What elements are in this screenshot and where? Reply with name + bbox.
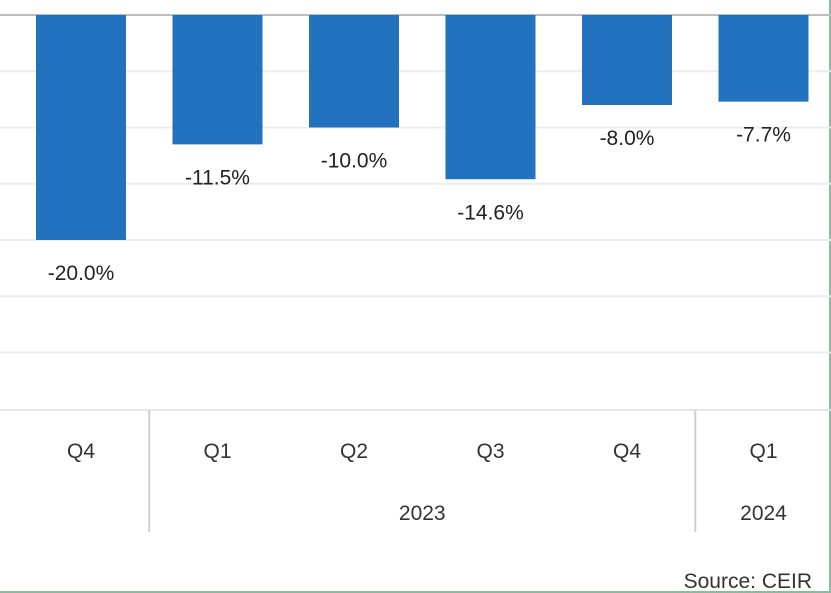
category-label: Q3 [476, 440, 504, 463]
gridlines [0, 70, 831, 354]
bar [582, 15, 672, 105]
data-label: -8.0% [600, 127, 655, 150]
bar [36, 15, 126, 240]
group-label: 2023 [399, 502, 446, 525]
bar [718, 15, 809, 102]
category-label: Q4 [613, 440, 641, 463]
bars-group [36, 15, 809, 240]
category-label: Q4 [67, 440, 95, 463]
group-label: 2024 [740, 502, 787, 525]
bar [172, 15, 263, 145]
value-labels-group: -20.0% -11.5% -10.0% -14.6% -8.0% -7.7% [48, 124, 791, 285]
category-label: Q1 [749, 440, 777, 463]
group-labels-group: 2023 2024 [148, 410, 787, 532]
data-label: -11.5% [185, 166, 250, 189]
data-label: -14.6% [457, 201, 524, 224]
bar [445, 15, 536, 180]
data-label: -7.7% [736, 124, 791, 147]
category-label: Q1 [203, 440, 231, 463]
category-labels-group: Q4 Q1 Q2 Q3 Q4 Q1 [67, 440, 778, 463]
data-label: -20.0% [48, 262, 115, 285]
data-label: -10.0% [321, 150, 388, 173]
bar [309, 15, 399, 128]
source-label: Source: CEIR [684, 570, 812, 593]
category-label: Q2 [340, 440, 368, 463]
